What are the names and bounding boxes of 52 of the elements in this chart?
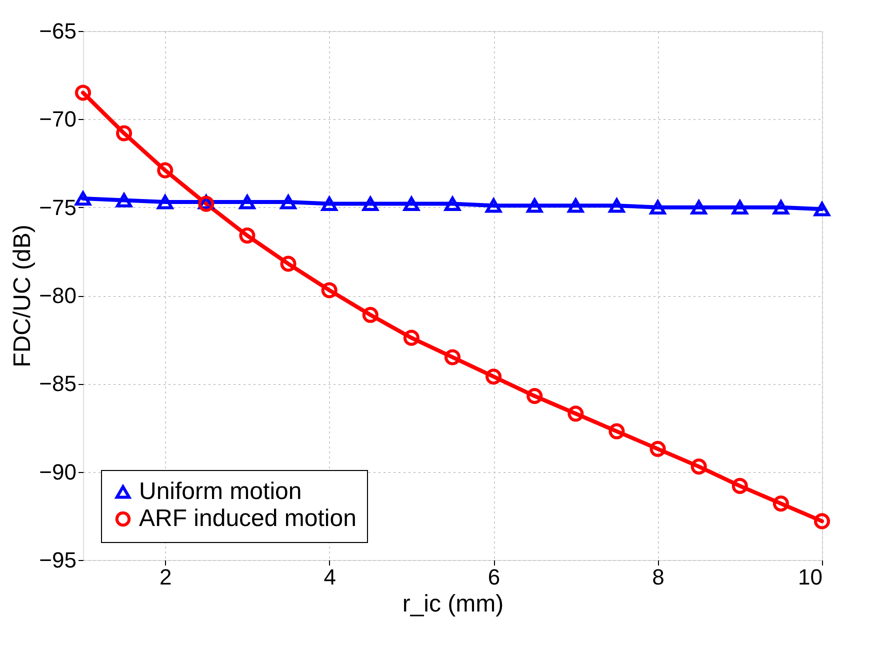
- x-tick-label: 4: [324, 564, 336, 590]
- y-tick-label: −65: [39, 18, 76, 44]
- point: [814, 513, 830, 530]
- point: [608, 198, 625, 213]
- point: [403, 196, 420, 211]
- point: [444, 349, 461, 366]
- point: [568, 198, 584, 213]
- point: [74, 191, 92, 206]
- point: [526, 388, 543, 404]
- point: [74, 84, 92, 101]
- y-tick-label: −75: [39, 194, 76, 220]
- point: [772, 496, 789, 512]
- point: [280, 194, 296, 210]
- point: [362, 306, 378, 323]
- y-tick-label: −70: [39, 106, 76, 132]
- x-axis-title: r_ic (mm): [402, 590, 504, 618]
- x-tick-label: 10: [798, 564, 822, 590]
- point: [732, 200, 748, 214]
- point: [690, 458, 707, 475]
- legend-label: Uniform motion: [139, 478, 302, 505]
- y-tick-label: −80: [39, 283, 76, 308]
- point: [321, 282, 338, 298]
- point: [157, 194, 174, 210]
- point: [526, 198, 543, 213]
- point: [280, 256, 296, 272]
- point: [444, 196, 461, 211]
- point: [362, 196, 378, 211]
- y-tick-label: −95: [39, 548, 76, 572]
- point: [690, 200, 707, 214]
- point: [321, 196, 338, 211]
- point: [239, 228, 256, 244]
- x-tick-label: 6: [488, 564, 500, 590]
- point: [239, 194, 256, 210]
- point: [650, 200, 666, 214]
- point: [157, 162, 174, 178]
- legend-label: ARF induced motion: [139, 505, 356, 532]
- point: [568, 406, 584, 422]
- point: [650, 440, 666, 457]
- point: [116, 193, 132, 208]
- x-tick-label: 2: [159, 564, 172, 590]
- point: [403, 330, 420, 346]
- point: [486, 368, 502, 385]
- y-axis-title: FDC/UC (dB): [9, 224, 36, 368]
- y-tick-label: −90: [39, 459, 76, 484]
- x-tick-label: 8: [652, 564, 664, 590]
- y-tick-label: −85: [39, 371, 76, 396]
- point: [732, 478, 748, 494]
- point: [116, 125, 132, 142]
- point: [608, 423, 625, 440]
- point: [772, 200, 789, 214]
- point: [814, 202, 830, 216]
- point: [486, 198, 502, 213]
